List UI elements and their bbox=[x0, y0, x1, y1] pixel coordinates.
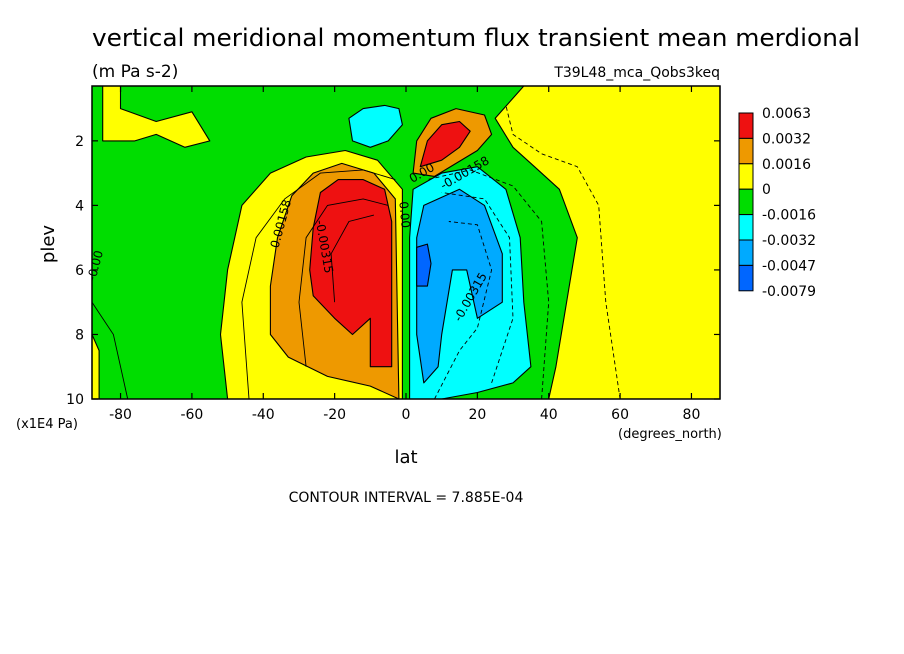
x-axis: -80 -60 -40 -20 0 20 40 60 80 bbox=[109, 86, 700, 423]
contour-line-1 bbox=[298, 198, 389, 367]
colorbar-swatch-1 bbox=[738, 137, 754, 165]
y-axis-label: plev bbox=[38, 225, 59, 264]
contour-label-3: 0.00 bbox=[396, 201, 412, 229]
colorbar-swatch-4 bbox=[738, 214, 754, 241]
x-tick-label--80: -80 bbox=[109, 407, 132, 423]
filled-regions bbox=[91, 85, 721, 400]
x-axis-label: lat bbox=[394, 447, 417, 468]
contour-interval: CONTOUR INTERVAL = 7.885E-04 bbox=[289, 490, 524, 506]
colorbar-level-4: -0.0016 bbox=[762, 208, 816, 224]
x-tick-label--20: -20 bbox=[323, 407, 346, 423]
colorbar-swatch-3 bbox=[738, 188, 754, 216]
contour-line-6 bbox=[91, 301, 129, 400]
contour-line-7 bbox=[505, 105, 621, 400]
region-red-sh bbox=[309, 179, 393, 368]
chart-title: vertical meridional momentum flux transi… bbox=[92, 24, 860, 52]
x-tick-label--40: -40 bbox=[252, 407, 275, 423]
chart-units: (m Pa s-2) bbox=[92, 62, 178, 82]
contour-line-5 bbox=[434, 221, 493, 400]
y-tick-label-10: 10 bbox=[66, 392, 84, 408]
colorbar-swatch-5 bbox=[738, 239, 754, 266]
plot-area: 0.00158 -0.00315-0.000.000.00 -0.00158-0.0… bbox=[84, 85, 721, 400]
y-tick-label-2: 2 bbox=[75, 134, 84, 150]
contour-lines bbox=[91, 105, 621, 400]
y-axis-units: (x1E4 Pa) bbox=[16, 417, 78, 432]
x-tick-label-0: 0 bbox=[402, 407, 411, 423]
x-tick-label-40: 40 bbox=[540, 407, 558, 423]
colorbar: 0.0063 0.0032 0.0016 0 -0.0016 -0.0032 -0.0047… bbox=[738, 106, 816, 300]
contour-line-0 bbox=[241, 169, 396, 400]
region-red-nh-top bbox=[419, 120, 471, 168]
y-tick-label-4: 4 bbox=[75, 198, 84, 214]
y-axis: 2 4 6 8 10 bbox=[66, 134, 720, 408]
x-tick-label-60: 60 bbox=[611, 407, 629, 423]
colorbar-level-3: 0 bbox=[762, 182, 771, 198]
region-yellow-nh-top bbox=[102, 85, 211, 148]
region-lightblue-nh bbox=[416, 188, 503, 384]
colorbar-level-7: -0.0079 bbox=[762, 284, 816, 300]
contour-line-3 bbox=[427, 169, 550, 400]
region-blue-nh bbox=[416, 243, 432, 287]
x-tick-label-20: 20 bbox=[468, 407, 486, 423]
colorbar-level-5: -0.0032 bbox=[762, 233, 816, 249]
colorbar-level-6: -0.0047 bbox=[762, 258, 816, 274]
y-tick-label-8: 8 bbox=[75, 327, 84, 343]
colorbar-level-2: 0.0016 bbox=[762, 157, 811, 173]
x-tick-label-80: 80 bbox=[683, 407, 701, 423]
x-axis-units: (degrees_north) bbox=[618, 427, 722, 442]
run-label: T39L48_mca_Qobs3keq bbox=[553, 65, 720, 81]
x-tick-label--60: -60 bbox=[180, 407, 203, 423]
contour-line-2 bbox=[330, 214, 375, 303]
colorbar-swatch-0 bbox=[738, 112, 754, 139]
colorbar-level-1: 0.0032 bbox=[762, 131, 811, 147]
contour-line-4 bbox=[441, 192, 514, 384]
colorbar-level-0: 0.0063 bbox=[762, 106, 811, 122]
region-cyan-nh-top bbox=[348, 104, 403, 148]
colorbar-swatch-6 bbox=[738, 264, 754, 292]
y-tick-label-6: 6 bbox=[75, 263, 84, 279]
colorbar-swatch-2 bbox=[738, 163, 754, 190]
